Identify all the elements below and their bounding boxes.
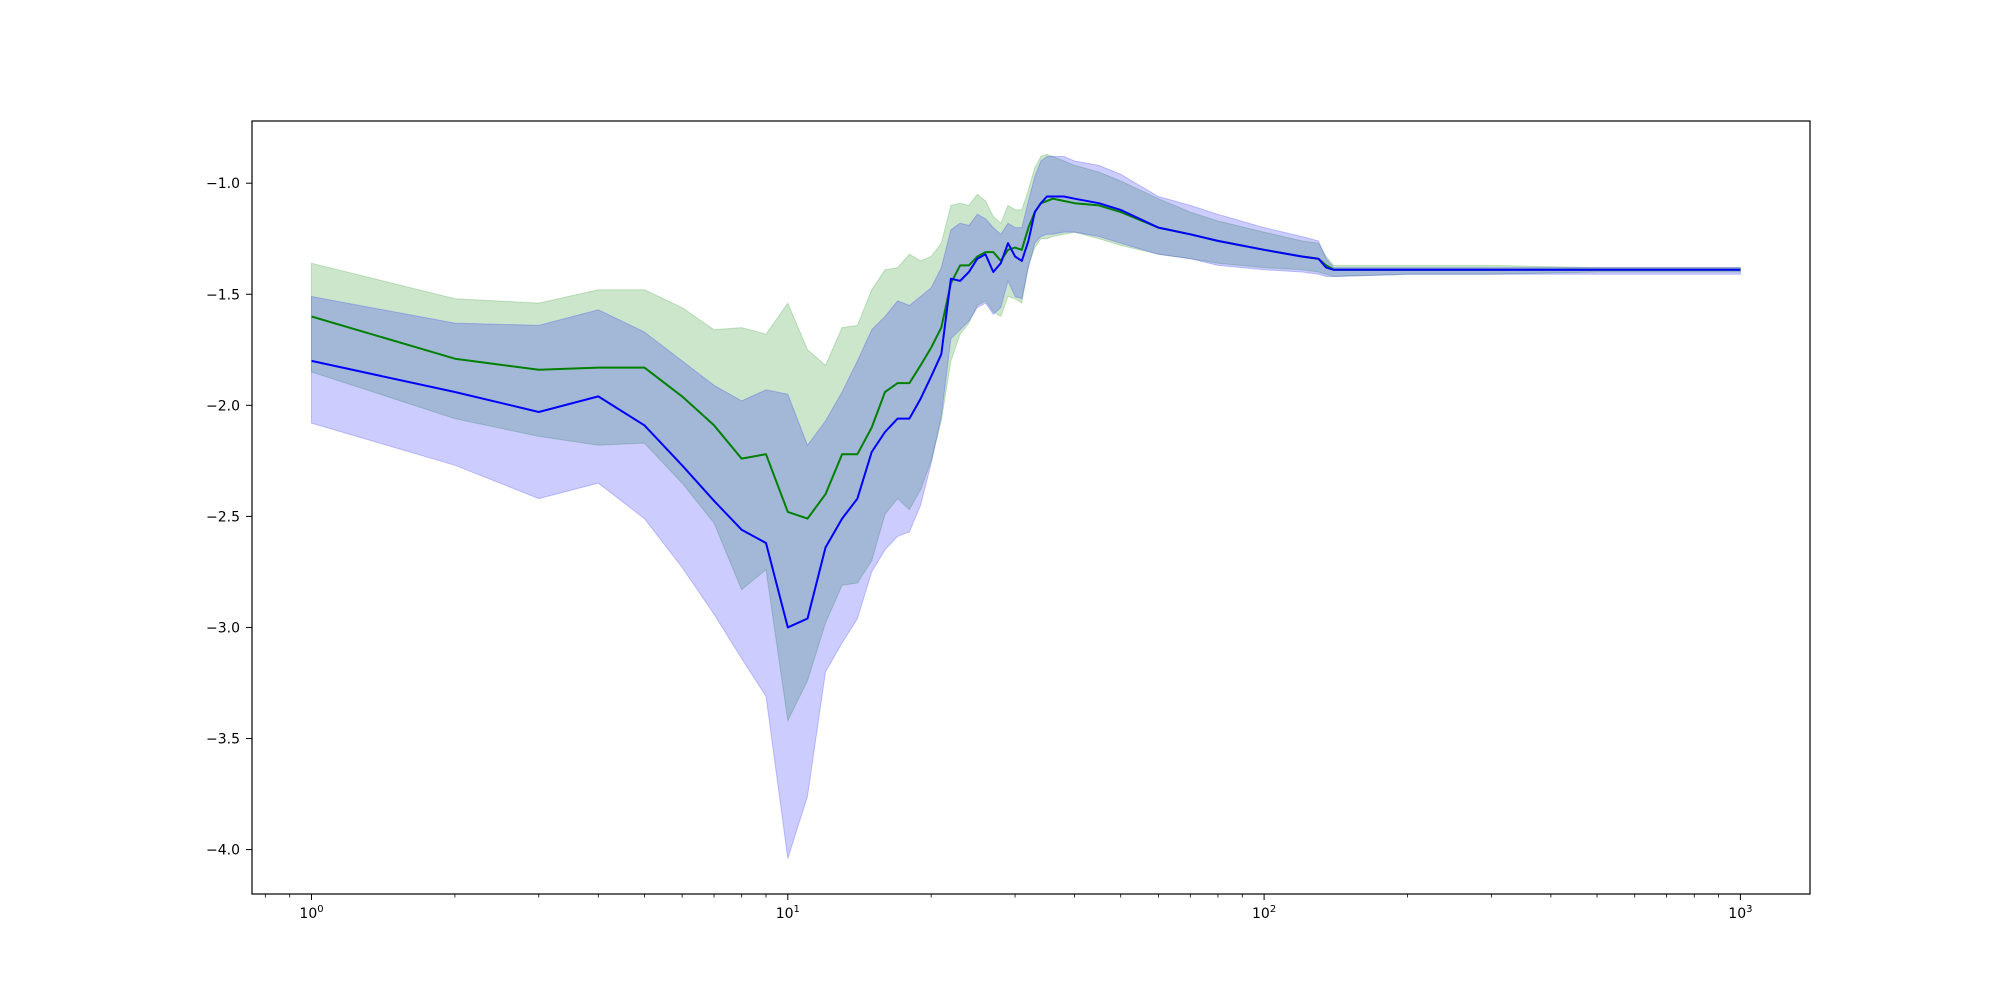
y-tick-label: −1.5 xyxy=(206,287,240,303)
y-axis: −1.0 −1.5 −2.0 −2.5 −3.0 −3.5 −4.0 xyxy=(206,176,252,859)
y-tick-label: −3.0 xyxy=(206,620,240,636)
series-2-band xyxy=(311,156,1741,859)
series-2-line xyxy=(311,195,1741,629)
confidence-bands xyxy=(311,153,1741,859)
x-tick-label: 102 xyxy=(1252,904,1276,922)
plot-frame xyxy=(251,120,1811,895)
x-tick-label: 103 xyxy=(1728,904,1752,922)
x-tick-label: 100 xyxy=(299,904,323,922)
y-tick-label: −4.0 xyxy=(206,843,240,859)
y-tick-label: −3.5 xyxy=(206,732,240,748)
series-1-band xyxy=(311,153,1741,723)
y-tick-label: −1.0 xyxy=(206,176,240,192)
series-lines xyxy=(311,195,1741,629)
x-tick-label: 101 xyxy=(776,904,800,922)
y-tick-label: −2.0 xyxy=(206,398,240,414)
y-tick-label: −2.5 xyxy=(206,509,240,525)
